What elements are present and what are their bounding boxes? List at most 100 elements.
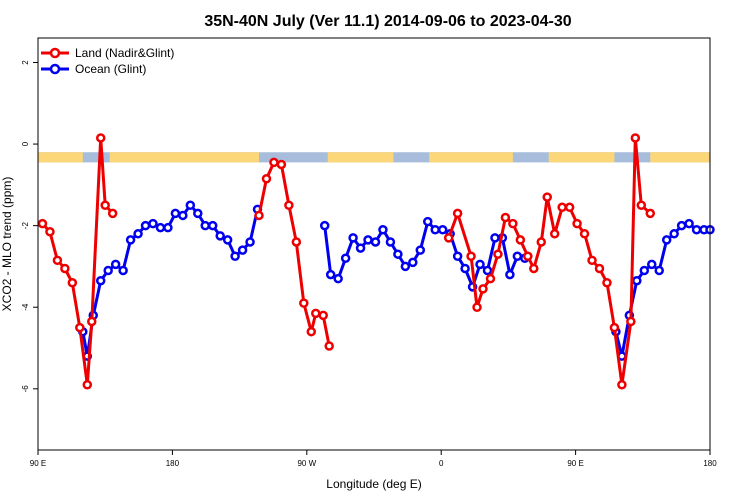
series-1-point-0-20	[222, 235, 233, 245]
series-0-point-2-22	[609, 322, 620, 333]
series-0-point-1-8	[311, 308, 321, 319]
legend-label-1: Ocean (Glint)	[75, 62, 146, 76]
x-tick-label-2: 90 W	[297, 459, 316, 468]
series-layer	[37, 133, 715, 390]
series-1-point-1-16	[437, 224, 448, 235]
series-0	[37, 133, 656, 390]
series-1	[78, 200, 715, 361]
series-0-point-2-0	[443, 233, 454, 243]
series-1-point-1-4	[348, 233, 358, 243]
series-0-point-2-7	[500, 212, 511, 223]
series-0-point-2-3	[472, 302, 482, 312]
series-1-point-1-26	[512, 251, 523, 261]
series-1-point-1-19	[460, 263, 470, 274]
series-1-point-1-7	[370, 237, 381, 247]
series-0-point-1-6	[299, 298, 309, 308]
series-0-point-0-5	[75, 322, 85, 333]
series-1-point-0-8	[133, 229, 143, 239]
series-1-point-0-17	[200, 220, 211, 231]
strip-land-0	[38, 152, 83, 163]
x-axis-label: Longitude (deg E)	[326, 477, 421, 491]
series-0-point-2-11	[529, 263, 539, 274]
series-1-point-0-10	[148, 218, 158, 229]
series-0-point-0-9	[100, 200, 110, 210]
series-0-point-2-4	[478, 284, 488, 294]
series-0-point-2-5	[485, 273, 496, 284]
series-0-point-2-16	[564, 202, 575, 213]
series-0-point-2-8	[508, 218, 518, 229]
series-0-point-1-0	[254, 210, 264, 221]
series-1-point-1-13	[415, 245, 426, 255]
series-0-point-1-10	[324, 341, 334, 351]
series-0-point-0-4	[67, 278, 78, 288]
series-1-point-1-22	[482, 265, 493, 276]
series-1-point-0-9	[140, 220, 151, 231]
plot-frame	[37, 37, 711, 451]
series-1-point-0-23	[245, 237, 255, 247]
series-1-point-0-3	[95, 275, 106, 286]
series-1-point-1-9	[385, 237, 396, 247]
strip-land-5	[650, 152, 710, 163]
legend-marker-0	[49, 47, 61, 59]
series-1-point-2-11	[691, 224, 702, 235]
series-0-point-1-4	[284, 200, 294, 210]
series-1-point-0-14	[178, 210, 188, 221]
series-0-point-1-7	[306, 326, 317, 337]
series-0-point-2-15	[557, 202, 567, 213]
x-tick-label-4: 90 E	[567, 459, 583, 468]
series-1-point-2-7	[661, 235, 672, 245]
series-0-point-2-26	[636, 200, 647, 210]
series-0-point-1-1	[261, 173, 272, 184]
series-1-point-2-10	[684, 218, 694, 229]
series-0-point-2-2	[466, 251, 476, 261]
x-tick-label-0: 90 E	[30, 459, 46, 468]
series-0-point-0-2	[52, 255, 63, 266]
y-tick-label-3: -4	[21, 303, 30, 311]
series-1-point-1-21	[475, 259, 485, 270]
series-0-point-0-7	[87, 316, 97, 327]
series-0-point-1-2	[269, 157, 279, 168]
series-1-point-1-12	[408, 257, 418, 268]
legend-label-0: Land (Nadir&Glint)	[75, 46, 174, 60]
series-0-line-2	[447, 136, 652, 387]
series-1-point-1-15	[430, 224, 440, 235]
series-1-point-1-14	[423, 216, 433, 227]
strip-land-1	[109, 152, 260, 163]
series-1-point-1-10	[393, 249, 403, 259]
strip-land-2	[327, 152, 394, 163]
series-1-point-2-9	[676, 220, 687, 231]
strip-land-3	[429, 152, 513, 163]
series-0-point-2-25	[630, 133, 641, 143]
legend-marker-1	[49, 63, 61, 75]
series-1-point-0-13	[170, 208, 181, 219]
series-1-point-2-5	[647, 259, 657, 270]
y-axis-label: XCO2 - MLO trend (ppm)	[0, 177, 14, 312]
series-1-point-1-0	[319, 220, 330, 231]
series-0-point-2-14	[549, 229, 560, 239]
series-0-point-0-6	[82, 379, 93, 390]
series-1-point-2-4	[639, 265, 650, 276]
series-0-point-2-12	[536, 237, 547, 247]
series-0-point-2-24	[626, 316, 636, 327]
series-0-point-2-18	[579, 229, 590, 239]
series-0-point-2-19	[587, 255, 597, 266]
series-1-point-0-21	[230, 251, 240, 261]
series-0-point-0-0	[37, 218, 48, 229]
series-1-point-0-6	[118, 265, 128, 276]
series-1-point-0-15	[185, 200, 196, 210]
series-0-point-0-10	[107, 208, 118, 219]
x-tick-label-1: 180	[166, 459, 180, 468]
series-1-point-1-8	[378, 224, 388, 235]
series-0-point-2-6	[493, 249, 503, 259]
chart-title: 35N-40N July (Ver 11.1) 2014-09-06 to 20…	[204, 13, 571, 30]
series-0-point-1-5	[291, 237, 302, 247]
x-axis: 90 E 180 90 W 0 90 E 180	[30, 450, 717, 468]
legend: Land (Nadir&Glint) Ocean (Glint)	[41, 46, 174, 76]
series-1-point-0-5	[110, 259, 121, 270]
series-0-point-2-21	[602, 278, 612, 288]
series-0-point-2-23	[617, 379, 627, 390]
series-1-point-0-16	[193, 208, 203, 219]
x-tick-label-3: 0	[439, 459, 444, 468]
series-1-point-1-1	[325, 269, 336, 280]
